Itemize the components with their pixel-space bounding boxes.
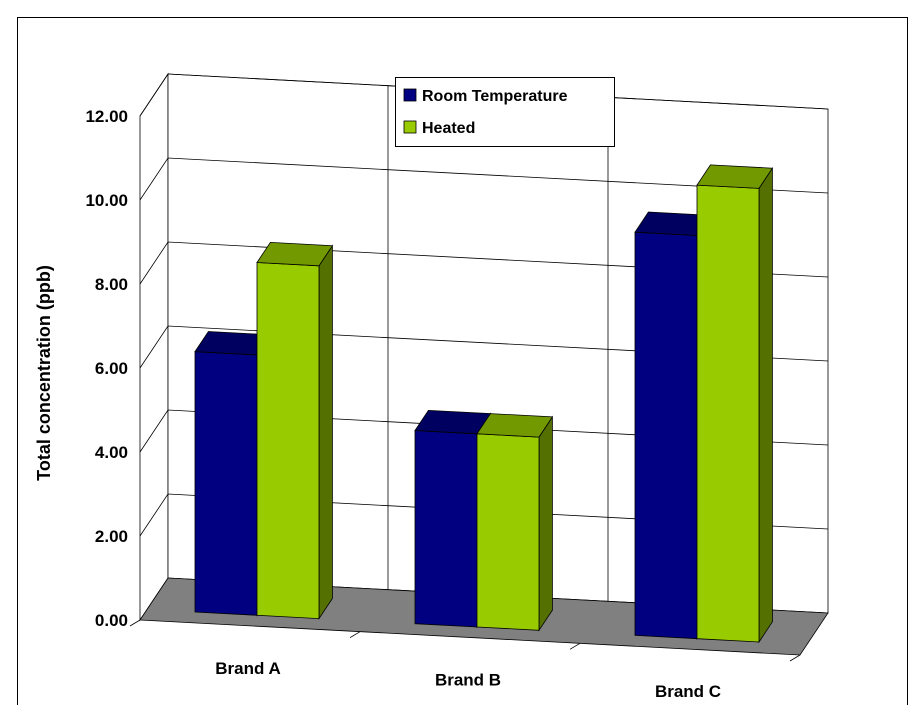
x-tick-mark — [569, 642, 581, 650]
legend-swatch — [403, 88, 417, 102]
y-axis-title: Total concentration (ppb) — [34, 265, 54, 481]
legend: Room Temperature Heated — [395, 77, 615, 147]
y-tick-label: 2.00 — [95, 527, 128, 546]
gridline — [139, 409, 829, 453]
x-category-label: Brand B — [435, 671, 501, 690]
y-tick-label: 8.00 — [95, 275, 128, 294]
gridlines — [139, 73, 829, 537]
legend-box — [395, 77, 615, 147]
legend-label: Heated — [422, 120, 475, 137]
y-tick-label: 10.00 — [85, 191, 128, 210]
bar — [696, 164, 774, 644]
bar — [476, 413, 554, 632]
legend-label: Room Temperature — [422, 88, 568, 105]
gridline — [139, 493, 829, 537]
y-tick-label: 4.00 — [95, 443, 128, 462]
y-tick-label: 0.00 — [95, 611, 128, 630]
y-tick-label: 6.00 — [95, 359, 128, 378]
bar — [256, 241, 334, 620]
x-category-label: Brand C — [655, 682, 721, 701]
x-tick-mark — [349, 631, 361, 639]
gridline — [139, 325, 829, 369]
gridline — [139, 241, 829, 285]
x-tick-mark — [129, 619, 141, 627]
x-category-label: Brand A — [215, 659, 281, 678]
x-tick-mark — [789, 654, 801, 662]
chart-border — [17, 17, 908, 705]
x-category-labels: Brand A Brand B Brand C — [215, 659, 721, 701]
gridline — [139, 157, 829, 201]
legend-swatch — [403, 120, 417, 134]
y-tick-labels: 0.00 2.00 4.00 6.00 8.00 10.00 12.00 — [85, 107, 128, 630]
bars — [194, 164, 774, 644]
y-tick-label: 12.00 — [85, 107, 128, 126]
